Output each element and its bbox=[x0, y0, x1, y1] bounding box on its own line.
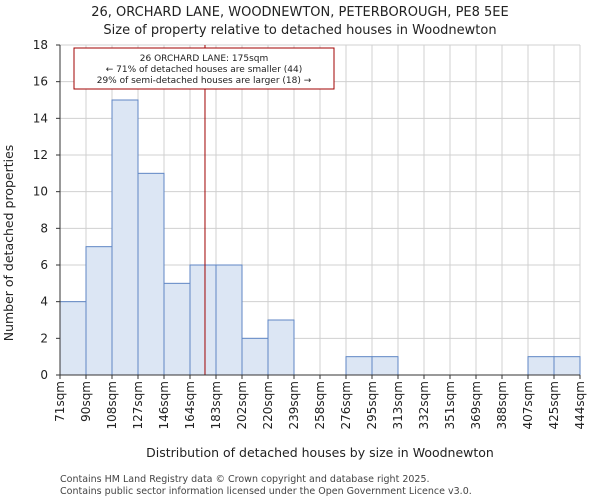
x-tick-label: 258sqm bbox=[313, 381, 327, 429]
y-tick-label: 8 bbox=[40, 221, 48, 235]
x-axis-ticks: 71sqm 90sqm 108sqm 127sqm 146sqm 164sqm 183sqm… bbox=[53, 375, 587, 429]
annotation-line-2: ← 71% of detached houses are smaller (44… bbox=[106, 65, 303, 75]
bar bbox=[163, 282, 191, 376]
bar bbox=[553, 356, 581, 376]
x-tick-label: 407sqm bbox=[521, 381, 535, 429]
x-tick-label: 71sqm bbox=[53, 381, 67, 422]
y-tick-label: 10 bbox=[33, 185, 48, 199]
x-tick-label: 220sqm bbox=[261, 381, 275, 429]
x-tick-label: 351sqm bbox=[443, 381, 457, 429]
annotation-box bbox=[73, 47, 335, 90]
y-tick-label: 18 bbox=[33, 38, 48, 52]
y-tick-label: 16 bbox=[33, 75, 48, 89]
y-axis-ticks: 0 2 4 6 8 10 12 14 16 18 bbox=[33, 38, 60, 382]
y-tick-label: 12 bbox=[33, 148, 48, 162]
footer-line-2: Contains public sector information licen… bbox=[60, 486, 472, 497]
bar bbox=[189, 264, 217, 376]
bar bbox=[137, 172, 165, 376]
x-tick-label: 146sqm bbox=[157, 381, 171, 429]
y-axis-label: Number of detached properties bbox=[1, 145, 16, 342]
y-tick-label: 2 bbox=[40, 331, 48, 345]
annotation-line-1: 26 ORCHARD LANE: 175sqm bbox=[140, 54, 269, 64]
bars bbox=[59, 99, 581, 376]
bar bbox=[59, 301, 87, 376]
x-axis-label: Distribution of detached houses by size … bbox=[146, 445, 494, 460]
x-tick-label: 425sqm bbox=[547, 381, 561, 429]
bar bbox=[241, 337, 269, 376]
x-tick-label: 164sqm bbox=[183, 381, 197, 429]
x-tick-label: 202sqm bbox=[235, 381, 249, 429]
annotation-line-3: 29% of semi-detached houses are larger (… bbox=[97, 76, 312, 86]
x-tick-label: 108sqm bbox=[105, 381, 119, 429]
bar bbox=[267, 319, 295, 376]
x-tick-label: 444sqm bbox=[573, 381, 587, 429]
y-tick-label: 0 bbox=[40, 368, 48, 382]
x-tick-label: 276sqm bbox=[339, 381, 353, 429]
x-tick-label: 90sqm bbox=[79, 381, 93, 422]
bar bbox=[215, 264, 243, 376]
x-tick-label: 183sqm bbox=[209, 381, 223, 429]
bar bbox=[85, 246, 113, 376]
footer-line-1: Contains HM Land Registry data © Crown c… bbox=[60, 474, 430, 485]
bar bbox=[371, 356, 399, 376]
x-tick-label: 313sqm bbox=[391, 381, 405, 429]
x-tick-label: 295sqm bbox=[365, 381, 379, 429]
x-tick-label: 332sqm bbox=[417, 381, 431, 429]
bar bbox=[527, 356, 555, 376]
y-tick-label: 4 bbox=[40, 295, 48, 309]
x-tick-label: 127sqm bbox=[131, 381, 145, 429]
bar bbox=[345, 356, 373, 376]
x-tick-label: 239sqm bbox=[287, 381, 301, 429]
chart-subtitle: Size of property relative to detached ho… bbox=[103, 23, 496, 38]
bar bbox=[111, 99, 139, 376]
x-tick-label: 388sqm bbox=[495, 381, 509, 429]
x-tick-label: 369sqm bbox=[469, 381, 483, 429]
y-tick-label: 6 bbox=[40, 258, 48, 272]
chart-title: 26, ORCHARD LANE, WOODNEWTON, PETERBOROU… bbox=[91, 5, 508, 20]
y-tick-label: 14 bbox=[33, 111, 48, 125]
